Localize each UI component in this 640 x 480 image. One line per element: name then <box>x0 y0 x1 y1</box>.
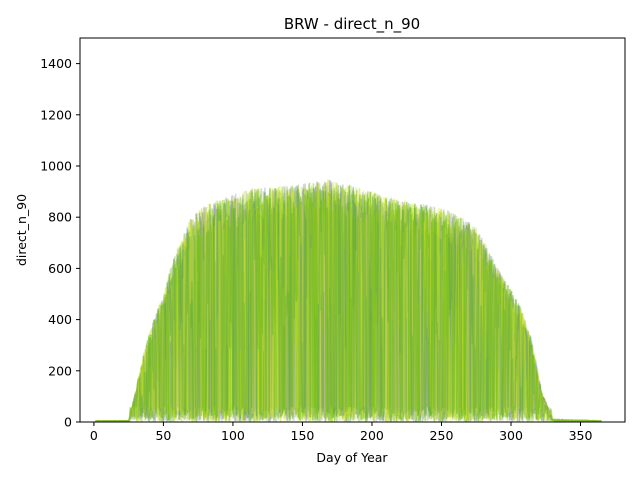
series-line <box>95 185 602 422</box>
y-tick-label: 0 <box>64 415 72 430</box>
x-tick-label: 0 <box>90 428 98 443</box>
y-tick-label: 200 <box>48 363 72 378</box>
x-tick-label: 50 <box>155 428 171 443</box>
series-line <box>95 182 602 422</box>
y-tick-label: 1000 <box>40 159 72 174</box>
x-axis: 0 50 100 150 200 250 300 350 <box>90 422 593 443</box>
chart-title: BRW - direct_n_90 <box>284 15 420 34</box>
series-line <box>95 180 602 422</box>
x-tick-label: 150 <box>291 428 315 443</box>
series-line <box>95 181 602 422</box>
series-line <box>95 182 602 422</box>
series-line <box>95 181 602 422</box>
series-line <box>95 181 602 422</box>
series-line <box>95 179 602 422</box>
y-tick-label: 1200 <box>40 107 72 122</box>
series-line <box>95 184 602 422</box>
x-tick-label: 350 <box>569 428 593 443</box>
series-layer <box>94 179 602 422</box>
series-line <box>95 188 602 422</box>
series-line <box>94 179 602 422</box>
series-line <box>95 182 602 422</box>
y-tick-label: 600 <box>48 261 72 276</box>
y-tick-label: 400 <box>48 312 72 327</box>
plot-frame <box>79 37 626 423</box>
y-tick-label: 800 <box>48 210 72 225</box>
x-tick-label: 300 <box>499 428 523 443</box>
y-axis: 0 200 400 600 800 1000 1200 1400 <box>40 56 80 430</box>
y-tick-label: 1400 <box>40 56 72 71</box>
x-axis-label: Day of Year <box>316 450 388 465</box>
series-line <box>94 179 602 422</box>
x-tick-label: 200 <box>360 428 384 443</box>
x-tick-label: 250 <box>430 428 454 443</box>
x-tick-label: 100 <box>221 428 245 443</box>
y-axis-label: direct_n_90 <box>14 194 29 266</box>
